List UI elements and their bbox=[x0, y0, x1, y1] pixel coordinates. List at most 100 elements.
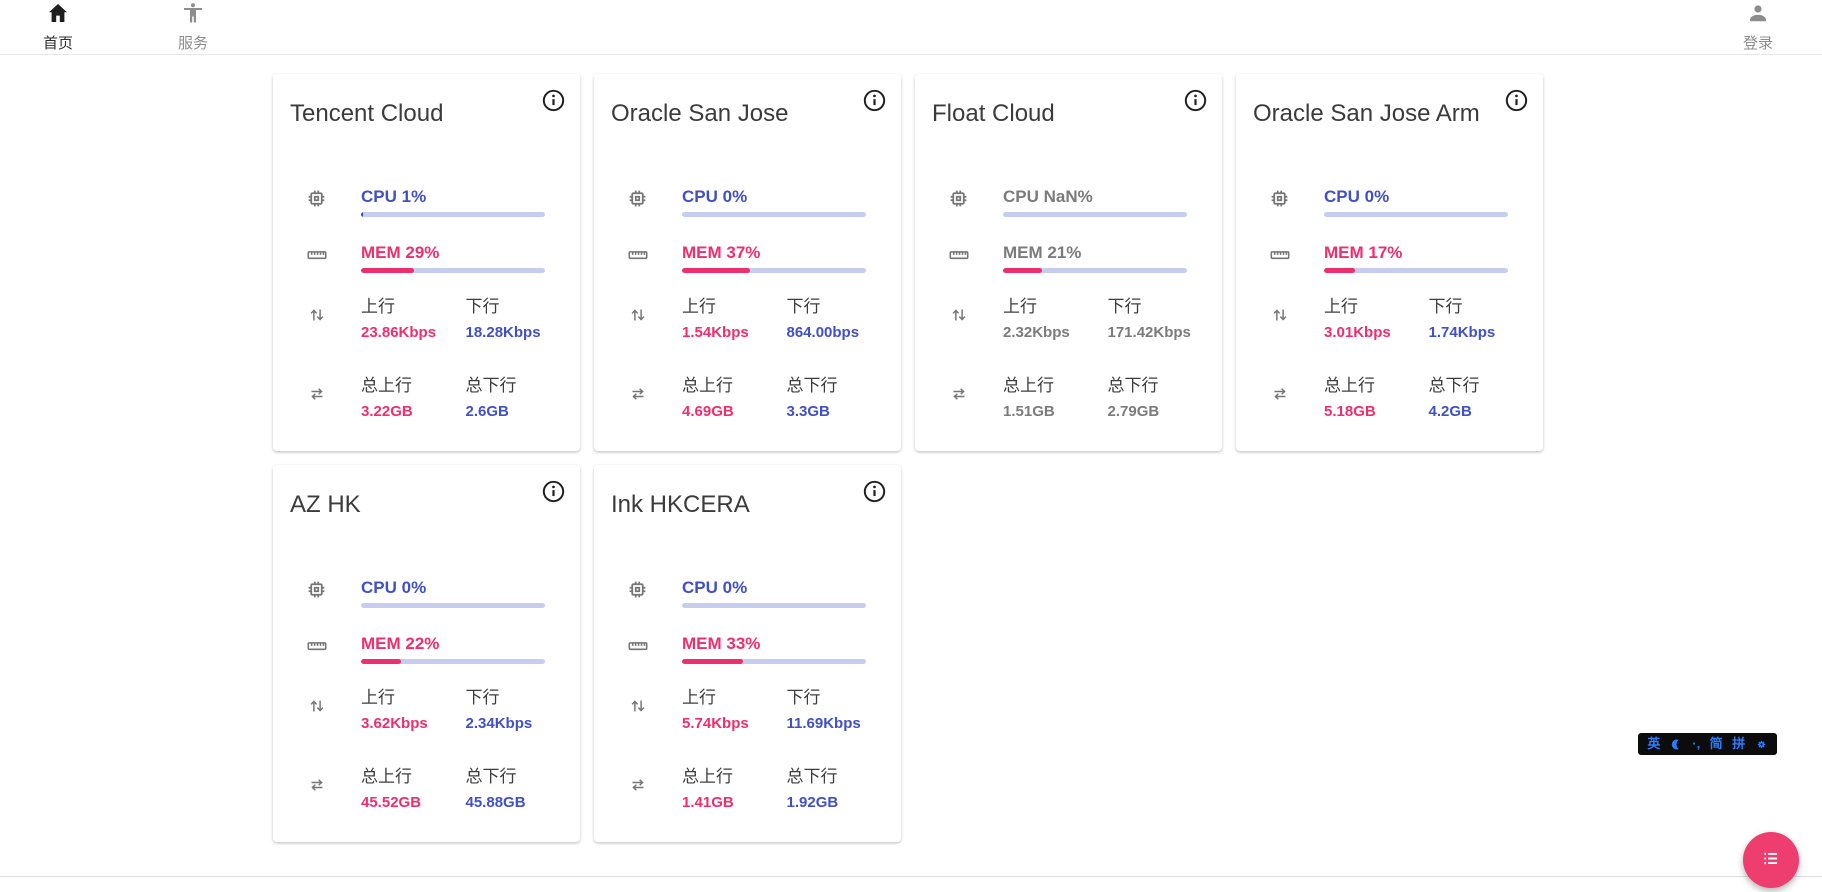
cpu-row: CPU 1% bbox=[273, 187, 580, 217]
download-value: 1.74Kbps bbox=[1428, 324, 1496, 341]
total-upload-value: 5.18GB bbox=[1324, 403, 1376, 420]
mem-bar bbox=[361, 659, 545, 664]
download-label: 下行 bbox=[1428, 297, 1463, 316]
total-download-label: 总下行 bbox=[1428, 376, 1480, 395]
upload-value: 23.86Kbps bbox=[361, 324, 437, 341]
total-upload-value: 1.41GB bbox=[682, 794, 734, 811]
download-label: 下行 bbox=[465, 297, 500, 316]
mem-bar bbox=[682, 659, 866, 664]
gear-icon[interactable] bbox=[1755, 738, 1768, 751]
info-icon[interactable] bbox=[861, 87, 887, 113]
swap-vertical-icon bbox=[948, 296, 1003, 342]
total-upload-value: 45.52GB bbox=[361, 794, 422, 811]
network-total-row: 总上行 5.18GB 总下行 4.2GB bbox=[1236, 375, 1543, 421]
cpu-chip-icon bbox=[306, 187, 361, 217]
mem-bar bbox=[361, 268, 545, 273]
server-card: Tencent Cloud CPU 1% bbox=[273, 74, 580, 451]
mem-bar-fill bbox=[1324, 268, 1356, 273]
upload-value: 5.74Kbps bbox=[682, 715, 749, 732]
upload-label: 上行 bbox=[682, 297, 716, 316]
swap-vertical-icon bbox=[306, 296, 361, 342]
mem-bar-fill bbox=[682, 659, 743, 664]
swap-vertical-icon bbox=[306, 687, 361, 733]
nav-item-services[interactable]: 服务 bbox=[162, 1, 224, 53]
total-download-value: 3.3GB bbox=[786, 403, 830, 420]
server-title: Float Cloud bbox=[932, 100, 1055, 127]
ruler-icon bbox=[627, 243, 682, 273]
total-download-label: 总下行 bbox=[465, 767, 517, 786]
network-total-row: 总上行 45.52GB 总下行 45.88GB bbox=[273, 766, 580, 812]
footer-divider bbox=[0, 876, 1822, 877]
cards-grid: Tencent Cloud CPU 1% bbox=[0, 55, 1560, 842]
network-speed-row: 上行 23.86Kbps 下行 18.28Kbps bbox=[273, 296, 580, 342]
moon-icon[interactable] bbox=[1670, 738, 1683, 751]
card-head: AZ HK bbox=[273, 465, 580, 521]
total-download-label: 总下行 bbox=[1107, 376, 1159, 395]
swap-vertical-icon bbox=[1269, 296, 1324, 342]
mem-row: MEM 33% bbox=[594, 634, 901, 664]
person-icon bbox=[1746, 1, 1770, 30]
total-download-value: 1.92GB bbox=[786, 794, 839, 811]
card-head: Oracle San Jose Arm bbox=[1236, 74, 1543, 130]
ime-punctuation-toggle[interactable]: ·, bbox=[1692, 736, 1701, 751]
mem-usage-text: MEM 22% bbox=[361, 634, 440, 653]
info-icon[interactable] bbox=[861, 478, 887, 504]
info-icon[interactable] bbox=[1503, 87, 1529, 113]
info-icon[interactable] bbox=[1182, 87, 1208, 113]
total-download-value: 45.88GB bbox=[465, 794, 526, 811]
cpu-chip-icon bbox=[948, 187, 1003, 217]
server-title: Oracle San Jose bbox=[611, 100, 789, 127]
swap-horizontal-icon bbox=[948, 375, 1003, 421]
server-title: Ink HKCERA bbox=[611, 491, 750, 518]
total-upload-label: 总上行 bbox=[682, 376, 733, 395]
total-upload-label: 总上行 bbox=[1003, 376, 1054, 395]
swap-horizontal-icon bbox=[306, 375, 361, 421]
ruler-icon bbox=[627, 634, 682, 664]
network-speed-row: 上行 1.54Kbps 下行 864.00bps bbox=[594, 296, 901, 342]
nav-item-home[interactable]: 首页 bbox=[27, 1, 89, 53]
ruler-icon bbox=[1269, 243, 1324, 273]
mem-row: MEM 22% bbox=[273, 634, 580, 664]
cpu-usage-text: CPU 0% bbox=[682, 187, 748, 206]
nav-item-login[interactable]: 登录 bbox=[1727, 1, 1789, 53]
mem-usage-text: MEM 29% bbox=[361, 243, 440, 262]
cpu-usage-text: CPU 0% bbox=[361, 578, 427, 597]
cpu-row: CPU 0% bbox=[594, 578, 901, 608]
ime-language-toggle[interactable]: 英 bbox=[1647, 736, 1661, 751]
nav-login-label: 登录 bbox=[1742, 35, 1773, 52]
accessibility-icon bbox=[181, 1, 205, 30]
ime-pinyin-toggle[interactable]: 拼 bbox=[1732, 736, 1746, 751]
mem-bar bbox=[682, 268, 866, 273]
network-speed-row: 上行 5.74Kbps 下行 11.69Kbps bbox=[594, 687, 901, 733]
total-upload-value: 4.69GB bbox=[682, 403, 734, 420]
total-upload-value: 1.51GB bbox=[1003, 403, 1055, 420]
swap-horizontal-icon bbox=[627, 766, 682, 812]
network-total-row: 总上行 3.22GB 总下行 2.6GB bbox=[273, 375, 580, 421]
mem-bar bbox=[1003, 268, 1187, 273]
download-label: 下行 bbox=[786, 688, 821, 707]
server-card: Ink HKCERA CPU 0% bbox=[594, 465, 901, 842]
cpu-chip-icon bbox=[1269, 187, 1324, 217]
network-total-row: 总上行 1.41GB 总下行 1.92GB bbox=[594, 766, 901, 812]
upload-value: 3.01Kbps bbox=[1324, 324, 1391, 341]
cpu-row: CPU 0% bbox=[594, 187, 901, 217]
ime-simplified-toggle[interactable]: 简 bbox=[1709, 736, 1723, 751]
cpu-chip-icon bbox=[306, 578, 361, 608]
upload-label: 上行 bbox=[682, 688, 716, 707]
mem-usage-text: MEM 17% bbox=[1324, 243, 1403, 262]
network-speed-row: 上行 3.01Kbps 下行 1.74Kbps bbox=[1236, 296, 1543, 342]
total-upload-label: 总上行 bbox=[361, 767, 412, 786]
server-title: Oracle San Jose Arm bbox=[1253, 100, 1480, 127]
download-value: 2.34Kbps bbox=[465, 715, 533, 732]
cpu-row: CPU 0% bbox=[1236, 187, 1543, 217]
mem-usage-text: MEM 33% bbox=[682, 634, 761, 653]
info-icon[interactable] bbox=[540, 87, 566, 113]
mem-bar-fill bbox=[1003, 268, 1042, 273]
cpu-usage-text: CPU 0% bbox=[1324, 187, 1390, 206]
info-icon[interactable] bbox=[540, 478, 566, 504]
mem-bar bbox=[1324, 268, 1508, 273]
list-icon bbox=[1760, 847, 1783, 873]
cpu-usage-text: CPU 0% bbox=[682, 578, 748, 597]
server-list-fab[interactable] bbox=[1743, 832, 1799, 888]
cpu-chip-icon bbox=[627, 578, 682, 608]
